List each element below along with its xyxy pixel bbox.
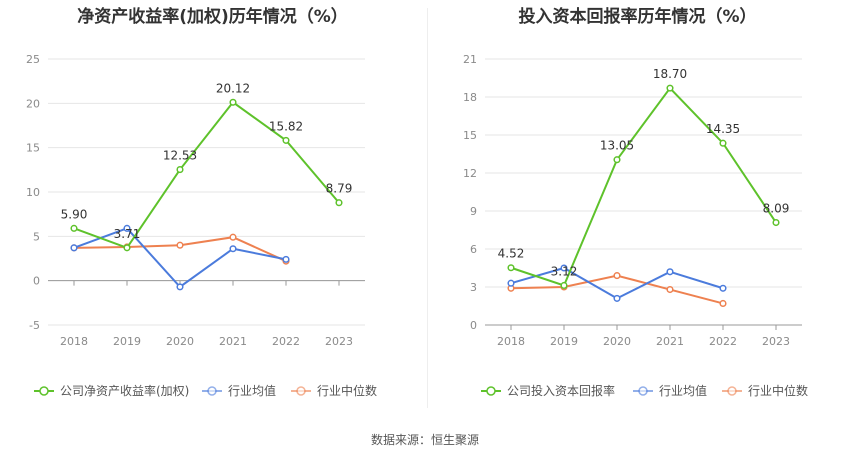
y-tick-label: 0 — [33, 275, 40, 288]
legend-label: 行业均值 — [659, 383, 707, 398]
legend-marker — [207, 386, 217, 396]
data-point-avg — [282, 255, 290, 263]
x-tick-label: 2018 — [60, 335, 88, 348]
x-tick-label: 2022 — [709, 335, 737, 348]
data-point-avg — [70, 244, 78, 252]
legend-label: 行业均值 — [228, 383, 276, 398]
x-tick-label: 2023 — [325, 335, 353, 348]
x-tick-label: 2020 — [166, 335, 194, 348]
y-tick-label: 20 — [26, 97, 40, 110]
data-point-company — [507, 264, 515, 272]
panel-divider — [427, 8, 428, 408]
y-tick-label: 25 — [26, 53, 40, 66]
data-point-company — [666, 84, 674, 92]
legend-item-median: 行业中位数 — [291, 383, 377, 398]
data-point-median — [613, 272, 621, 280]
legend-label: 行业中位数 — [317, 383, 377, 398]
data-point-company — [335, 199, 343, 207]
y-tick-label: 12 — [463, 167, 477, 180]
data-point-company — [123, 244, 131, 252]
y-tick-label: 10 — [26, 186, 40, 199]
series-line-company — [73, 100, 340, 249]
legend-item-company: 公司净资产收益率(加权) — [34, 383, 189, 398]
x-tick-label: 2023 — [762, 335, 790, 348]
chart-1: 0 3 6 9 12 15 18 21 2018 2019 2020 2021 2022 2023 4.52… — [463, 53, 808, 398]
x-tick-label: 2018 — [497, 335, 525, 348]
data-point-avg — [719, 284, 727, 292]
legend-item-avg: 行业均值 — [202, 383, 276, 398]
legend-marker — [39, 386, 49, 396]
data-label: 15.82 — [269, 119, 303, 133]
legend-item-company: 公司投入资本回报率 — [481, 383, 615, 398]
x-tick-label: 2021 — [219, 335, 247, 348]
x-tick-label: 2019 — [550, 335, 578, 348]
y-tick-label: 0 — [470, 319, 477, 332]
data-label: 5.90 — [61, 207, 88, 221]
x-tick-label: 2019 — [113, 335, 141, 348]
data-point-company — [229, 98, 237, 106]
legend-item-avg: 行业均值 — [633, 383, 707, 398]
data-point-median — [719, 299, 727, 308]
data-label: 20.12 — [216, 81, 250, 95]
data-label: 3.12 — [551, 264, 578, 278]
data-point-median — [666, 285, 674, 294]
data-point-avg — [123, 224, 131, 232]
legend-label: 公司净资产收益率(加权) — [60, 383, 189, 398]
chart-title-roic: 投入资本回报率历年情况（%） — [518, 7, 757, 27]
data-point-median — [176, 241, 184, 249]
data-point-company — [560, 281, 568, 290]
y-tick-label: 21 — [463, 53, 477, 66]
data-label: 13.05 — [600, 139, 634, 153]
data-label: 4.52 — [498, 247, 525, 261]
legend-marker — [638, 386, 648, 396]
legend-marker — [296, 386, 306, 396]
data-source: 数据来源：恒生聚源 — [370, 433, 479, 447]
series-line-avg — [73, 227, 287, 289]
data-point-avg — [560, 264, 568, 272]
data-label: 8.09 — [763, 202, 790, 216]
data-label: 8.79 — [326, 182, 353, 196]
x-tick-label: 2020 — [603, 335, 631, 348]
chart-title-roe: 净资产收益率(加权)历年情况（%） — [77, 7, 348, 27]
y-tick-label: 5 — [33, 230, 40, 243]
data-point-avg — [176, 283, 184, 291]
data-point-company — [772, 218, 780, 227]
y-tick-label: 3 — [470, 281, 477, 294]
y-tick-label: 15 — [26, 142, 40, 155]
data-point-company — [613, 156, 621, 164]
data-point-company — [282, 136, 290, 144]
data-point-company — [176, 166, 184, 174]
legend-marker — [486, 386, 496, 396]
data-label: 14.35 — [706, 122, 740, 136]
data-point-company — [719, 139, 727, 147]
x-tick-label: 2022 — [272, 335, 300, 348]
legend-label: 公司投入资本回报率 — [507, 383, 615, 398]
data-label: 18.70 — [653, 67, 687, 81]
x-tick-label: 2021 — [656, 335, 684, 348]
data-point-avg — [613, 294, 621, 302]
data-point-company — [70, 224, 78, 232]
data-point-median — [229, 233, 237, 241]
series-line-company — [510, 86, 777, 287]
data-point-avg — [666, 268, 674, 276]
y-tick-label: 18 — [463, 91, 477, 104]
data-label: 12.53 — [163, 149, 197, 163]
data-point-avg — [507, 279, 515, 287]
legend-label: 行业中位数 — [748, 383, 808, 398]
y-tick-label: 15 — [463, 129, 477, 142]
data-point-avg — [229, 245, 237, 253]
data-label: 3.71 — [114, 227, 141, 241]
legend-item-median: 行业中位数 — [722, 383, 808, 398]
chart-0: -5 0 5 10 15 20 25 2018 2019 2020 2021 2022 2023 5.90… — [26, 53, 377, 398]
legend-marker — [727, 386, 737, 396]
y-tick-label: -5 — [29, 319, 40, 332]
y-tick-label: 6 — [470, 243, 477, 256]
y-tick-label: 9 — [470, 205, 477, 218]
